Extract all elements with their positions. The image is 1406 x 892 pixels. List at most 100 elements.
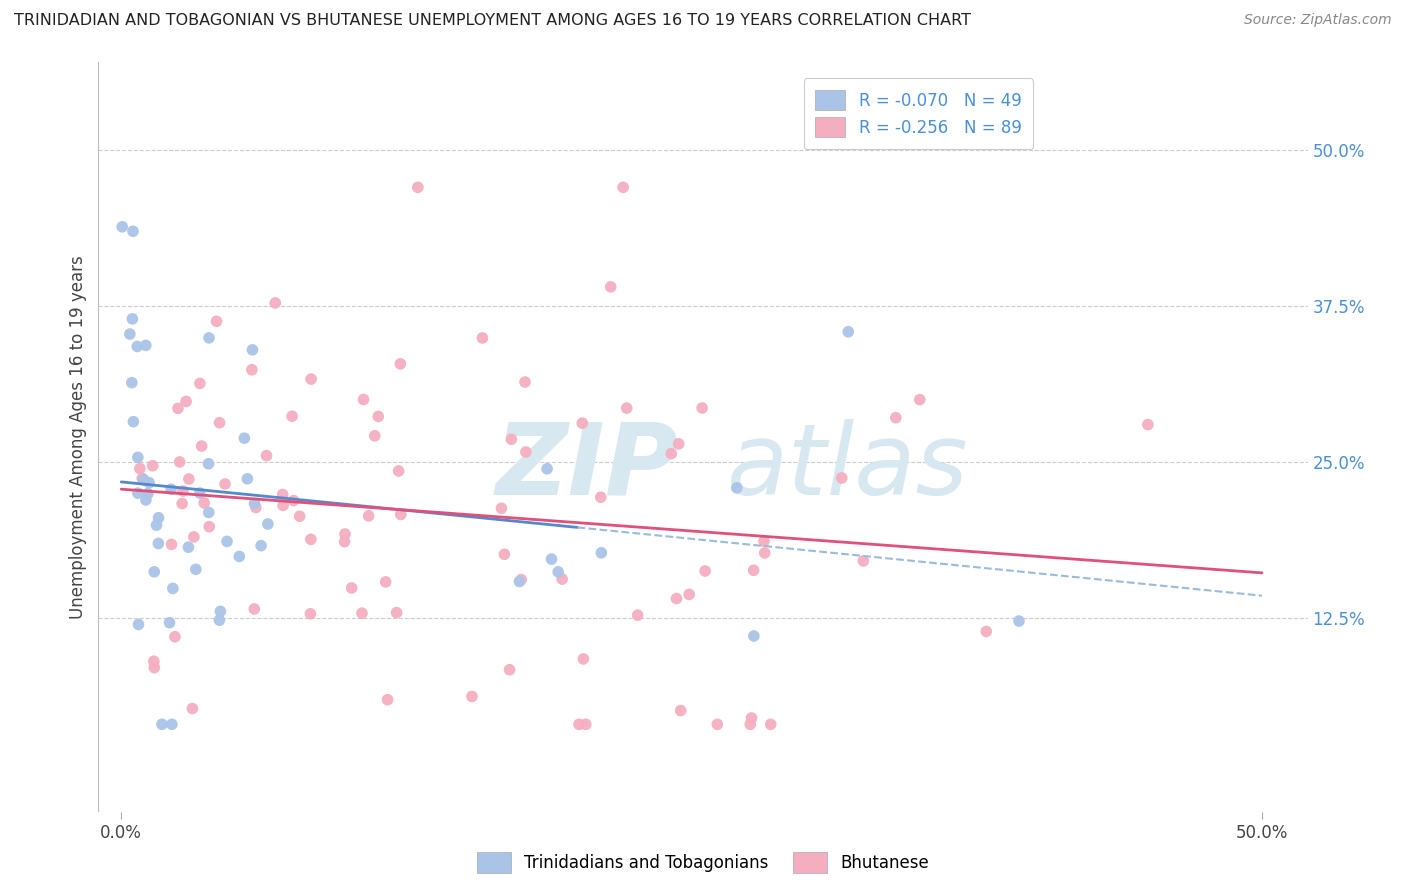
Point: [163, 630, 186, 644]
Point: [245, 500, 267, 515]
Point: [148, 536, 170, 550]
Point: [138, 475, 160, 490]
Point: [209, 604, 232, 618]
Point: [759, 717, 782, 731]
Point: [340, 581, 363, 595]
Point: [627, 608, 650, 623]
Point: [471, 331, 494, 345]
Point: [837, 325, 859, 339]
Point: [136, 486, 159, 500]
Point: [233, 431, 256, 445]
Point: [183, 530, 205, 544]
Point: [742, 629, 765, 643]
Point: [357, 508, 380, 523]
Point: [353, 392, 375, 407]
Text: ZIP: ZIP: [496, 418, 679, 516]
Point: [122, 224, 145, 238]
Point: [350, 606, 373, 620]
Point: [540, 552, 562, 566]
Point: [1008, 614, 1031, 628]
Point: [127, 486, 149, 500]
Point: [571, 416, 593, 430]
Point: [690, 401, 713, 415]
Point: [974, 624, 997, 639]
Point: [143, 660, 166, 674]
Point: [169, 455, 191, 469]
Point: [174, 394, 197, 409]
Point: [572, 652, 595, 666]
Point: [725, 481, 748, 495]
Point: [283, 493, 305, 508]
Point: [214, 477, 236, 491]
Point: [852, 554, 875, 568]
Point: [177, 540, 200, 554]
Point: [575, 717, 598, 731]
Point: [131, 471, 153, 485]
Point: [742, 563, 765, 577]
Point: [135, 492, 157, 507]
Point: [160, 537, 183, 551]
Point: [208, 416, 231, 430]
Point: [288, 509, 311, 524]
Point: [299, 533, 322, 547]
Point: [551, 572, 574, 586]
Point: [197, 506, 219, 520]
Point: [121, 376, 143, 390]
Y-axis label: Unemployment Among Ages 16 to 19 years: Unemployment Among Ages 16 to 19 years: [69, 255, 87, 619]
Point: [172, 483, 194, 498]
Point: [127, 450, 149, 465]
Point: [754, 546, 776, 560]
Point: [160, 482, 183, 496]
Point: [167, 401, 190, 416]
Point: [693, 564, 716, 578]
Point: [243, 497, 266, 511]
Point: [271, 487, 294, 501]
Point: [150, 717, 173, 731]
Point: [669, 704, 692, 718]
Point: [228, 549, 250, 564]
Point: [333, 527, 356, 541]
Point: [498, 663, 520, 677]
Point: [264, 296, 287, 310]
Point: [240, 362, 263, 376]
Legend: Trinidadians and Tobagonians, Bhutanese: Trinidadians and Tobagonians, Bhutanese: [471, 846, 935, 880]
Point: [388, 464, 411, 478]
Point: [612, 180, 634, 194]
Point: [831, 471, 853, 485]
Point: [494, 547, 516, 561]
Point: [461, 690, 484, 704]
Point: [208, 613, 231, 627]
Point: [389, 508, 412, 522]
Point: [193, 496, 215, 510]
Point: [616, 401, 638, 416]
Point: [128, 617, 150, 632]
Point: [501, 432, 523, 446]
Point: [374, 574, 396, 589]
Point: [243, 602, 266, 616]
Point: [148, 510, 170, 524]
Point: [659, 447, 682, 461]
Point: [741, 711, 763, 725]
Point: [281, 409, 304, 424]
Text: atlas: atlas: [727, 418, 969, 516]
Point: [111, 219, 134, 234]
Point: [256, 449, 278, 463]
Point: [406, 180, 429, 194]
Point: [197, 457, 219, 471]
Point: [364, 429, 387, 443]
Point: [536, 462, 558, 476]
Point: [908, 392, 931, 407]
Point: [177, 472, 200, 486]
Point: [162, 582, 184, 596]
Point: [142, 458, 165, 473]
Point: [236, 472, 259, 486]
Point: [1136, 417, 1159, 432]
Point: [145, 518, 167, 533]
Point: [135, 338, 157, 352]
Point: [184, 562, 207, 576]
Point: [367, 409, 389, 424]
Point: [589, 490, 612, 504]
Point: [491, 501, 513, 516]
Point: [198, 519, 221, 533]
Point: [568, 717, 591, 731]
